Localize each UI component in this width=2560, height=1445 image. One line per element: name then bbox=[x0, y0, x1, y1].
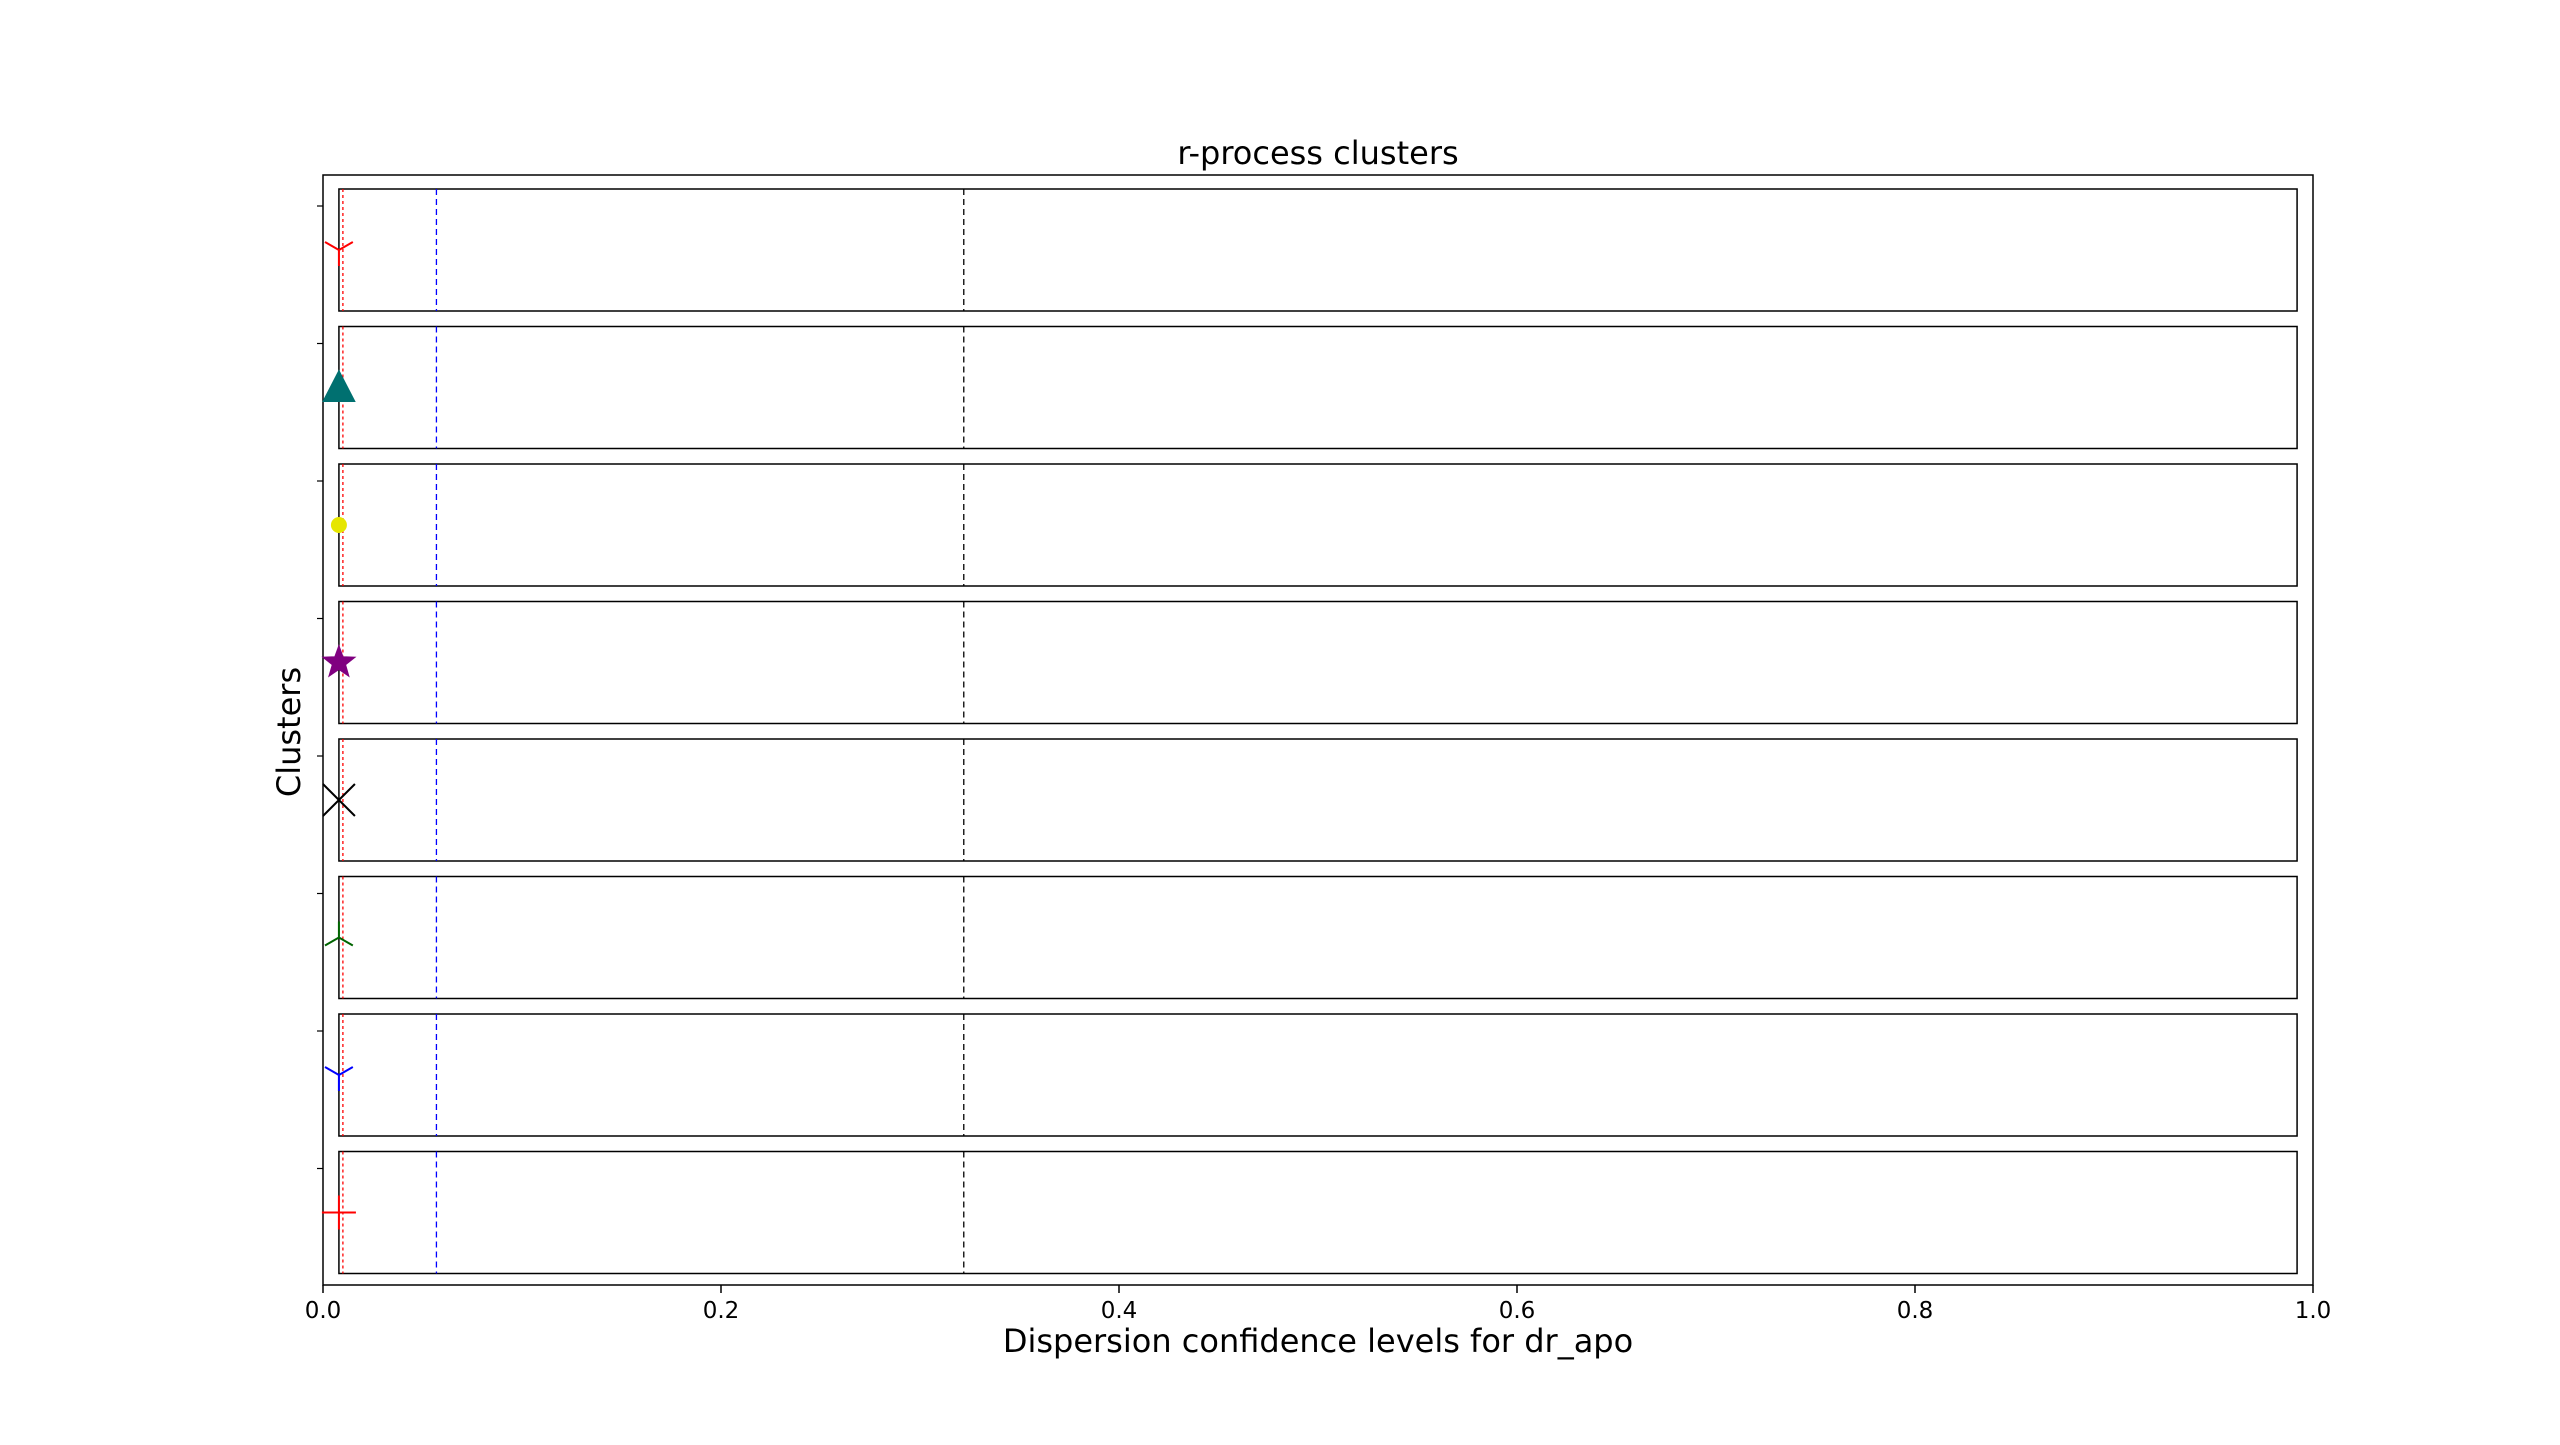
chart-title: r-process clusters bbox=[1177, 134, 1458, 172]
cluster-box bbox=[338, 1150, 2298, 1275]
triangle-marker bbox=[322, 369, 356, 402]
cluster-box bbox=[338, 1013, 2298, 1137]
plus-marker bbox=[321, 1195, 356, 1230]
x-axis-label: Dispersion confidence levels for dr_apo bbox=[1003, 1322, 1633, 1360]
x-tick-label: 0.8 bbox=[1897, 1298, 1934, 1324]
tri-down-marker bbox=[324, 241, 354, 266]
x-marker bbox=[322, 783, 356, 817]
plot-area: 0.0 0.2 0.4 0.6 0.8 1.0 bbox=[305, 174, 2332, 1324]
x-tick-label: 0.4 bbox=[1101, 1298, 1138, 1324]
tri-down-marker bbox=[324, 1066, 354, 1091]
cluster-box bbox=[338, 325, 2298, 450]
x-tick-label: 0.6 bbox=[1499, 1298, 1536, 1324]
cluster-box bbox=[338, 463, 2298, 587]
cluster-box bbox=[338, 875, 2298, 1000]
cluster-box bbox=[338, 600, 2298, 725]
y-axis-label: Clusters bbox=[270, 667, 308, 797]
tri-up-marker bbox=[324, 921, 354, 947]
circle-marker bbox=[330, 517, 347, 533]
x-tick-label: 1.0 bbox=[2295, 1298, 2332, 1324]
x-tick-label: 0.2 bbox=[703, 1298, 740, 1324]
cluster-box bbox=[338, 188, 2298, 312]
axes-frame bbox=[322, 174, 2314, 1286]
star-marker bbox=[321, 644, 357, 678]
x-tick-label: 0.0 bbox=[305, 1298, 342, 1324]
cluster-box bbox=[338, 738, 2298, 862]
